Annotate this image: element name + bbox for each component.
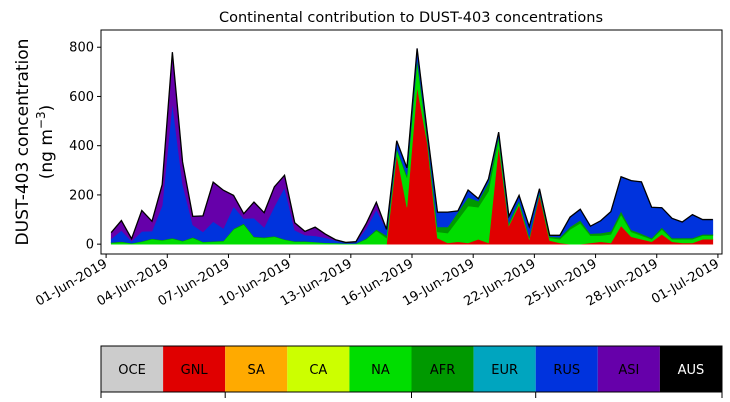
legend-label: NA xyxy=(371,363,390,378)
stacked-areas xyxy=(110,48,714,245)
y-tick-label: 0 xyxy=(86,238,94,253)
plot-frame xyxy=(100,29,723,255)
legend-swatch-rus xyxy=(535,346,598,392)
legend-swatch-eur xyxy=(473,346,536,392)
legend-label: CA xyxy=(309,363,327,378)
legend-swatch-afr xyxy=(411,346,474,392)
y-tick-label: 600 xyxy=(69,90,94,105)
legend-label: RUS xyxy=(553,363,580,378)
legend-label: AUS xyxy=(678,363,705,378)
y-axis-label-line2: (ng m−3) xyxy=(34,105,57,180)
legend-label: OCE xyxy=(118,363,146,378)
legend-swatch-asi xyxy=(597,346,660,392)
legend-label: AFR xyxy=(430,363,455,378)
legend: OCE GNL SA CA NA AFR EUR RUS ASI AUS xyxy=(100,345,723,398)
legend-label: ASI xyxy=(618,363,639,378)
chart-title: Continental contribution to DUST-403 con… xyxy=(219,10,603,26)
total-outline xyxy=(110,48,713,244)
legend-label: EUR xyxy=(491,363,518,378)
legend-swatch-gnl xyxy=(163,346,226,392)
y-axis-label-line1: DUST-403 concentration xyxy=(13,39,33,246)
x-tick-label: 01-Jul-2019 xyxy=(649,256,722,307)
y-tick-label: 800 xyxy=(69,41,94,56)
legend-label: SA xyxy=(248,363,265,378)
legend-swatch-oce xyxy=(101,346,164,392)
legend-swatch-na xyxy=(349,346,412,392)
legend-label: GNL xyxy=(181,363,209,378)
legend-swatch-aus xyxy=(659,346,722,392)
legend-swatch-sa xyxy=(225,346,288,392)
y-tick-label: 200 xyxy=(69,188,94,203)
legend-swatch-ca xyxy=(287,346,350,392)
y-axis: 0 200 400 600 800 xyxy=(69,41,101,253)
x-axis: 01-Jun-201904-Jun-201907-Jun-201910-Jun-… xyxy=(33,254,722,309)
y-tick-label: 400 xyxy=(69,139,94,154)
